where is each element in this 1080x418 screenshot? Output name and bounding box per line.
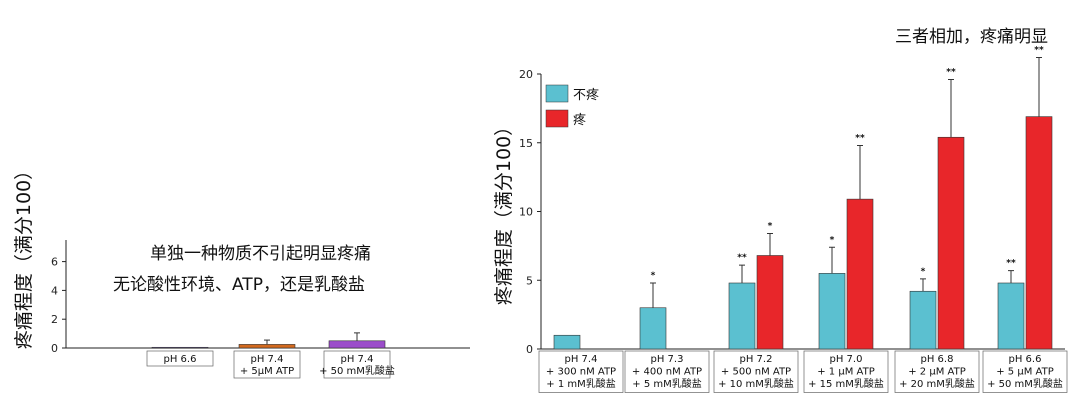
right-category-label: + 500 nM ATP xyxy=(721,367,791,378)
right-category-label: + 1 mM乳酸盐 xyxy=(546,377,615,390)
left-annotation-line-1: 单独一种物质不引起明显疼痛 xyxy=(150,244,371,264)
left-y-tick-label: 6 xyxy=(51,256,58,269)
right-category-box xyxy=(713,350,799,393)
significance-marker: * xyxy=(921,267,926,277)
right-bar-no-pain xyxy=(909,290,937,350)
left-category-label: pH 7.4 xyxy=(251,354,284,365)
left-category-box xyxy=(233,350,301,379)
left-annotation-line-2: 无论酸性环境、ATP，还是乳酸盐 xyxy=(113,275,365,295)
right-y-tick-label: 10 xyxy=(519,206,533,219)
left-y-tick-label: 0 xyxy=(51,342,58,355)
left-category-label: pH 6.6 xyxy=(164,354,197,365)
right-category-label: + 1 μM ATP xyxy=(817,367,874,378)
right-category-box xyxy=(894,350,980,393)
significance-marker: ** xyxy=(1034,46,1044,56)
left-category-box xyxy=(323,350,391,379)
right-category-label: + 2 μM ATP xyxy=(908,367,965,378)
left-chart: 疼痛程度（满分100） 单独一种物质不引起明显疼痛 无论酸性环境、ATP，还是乳… xyxy=(13,161,470,379)
right-category-label: + 20 mM乳酸盐 xyxy=(899,377,975,390)
left-y-tick-label: 2 xyxy=(51,313,58,326)
right-category-box xyxy=(624,350,710,393)
significance-marker: ** xyxy=(855,134,865,144)
significance-marker: * xyxy=(830,235,835,245)
right-bar-pain xyxy=(756,255,784,350)
right-y-axis-label: 疼痛程度（满分100） xyxy=(493,117,515,305)
right-category-label: + 50 mM乳酸盐 xyxy=(987,377,1063,390)
legend-swatch-no-pain xyxy=(545,84,569,103)
significance-marker: * xyxy=(651,271,656,281)
right-bar-no-pain xyxy=(639,307,667,350)
right-bar-no-pain xyxy=(728,282,756,350)
right-bar-no-pain xyxy=(553,334,581,350)
right-category-label: + 300 nM ATP xyxy=(546,367,616,378)
left-category-label: pH 7.4 xyxy=(341,354,374,365)
right-category-label: pH 6.6 xyxy=(1009,354,1042,365)
significance-marker: ** xyxy=(1006,259,1016,269)
right-category-label: + 5 μM ATP xyxy=(996,367,1053,378)
significance-marker: ** xyxy=(737,253,747,263)
right-chart-title: 三者相加，疼痛明显 xyxy=(895,27,1048,47)
legend-label-no-pain: 不疼 xyxy=(573,88,599,103)
right-y-tick-label: 5 xyxy=(526,274,533,287)
right-category-label: + 5 mM乳酸盐 xyxy=(632,377,701,390)
significance-marker: * xyxy=(768,222,773,232)
right-bar-no-pain xyxy=(997,282,1025,350)
right-category-box xyxy=(538,350,624,393)
right-category-label: pH 7.0 xyxy=(830,354,863,365)
left-bar xyxy=(238,344,296,349)
right-category-label: pH 7.3 xyxy=(651,354,684,365)
right-category-label: pH 7.4 xyxy=(565,354,598,365)
left-category-label: + 50 mM乳酸盐 xyxy=(319,364,395,377)
right-category-label: + 10 mM乳酸盐 xyxy=(718,377,794,390)
right-bar-pain xyxy=(846,198,874,350)
left-bar xyxy=(151,346,209,349)
right-y-tick-label: 0 xyxy=(526,343,533,356)
right-bar-pain xyxy=(937,136,965,350)
left-bar xyxy=(328,340,386,349)
right-category-box xyxy=(803,350,889,393)
legend: 不疼 疼 xyxy=(545,84,599,128)
right-category-label: + 400 nM ATP xyxy=(632,367,702,378)
legend-swatch-pain xyxy=(545,109,569,128)
legend-label-pain: 疼 xyxy=(573,113,586,128)
right-y-tick-label: 20 xyxy=(519,68,533,81)
right-category-box xyxy=(982,350,1068,393)
right-category-label: pH 6.8 xyxy=(921,354,954,365)
right-y-tick-label: 15 xyxy=(519,137,533,150)
left-y-tick-label: 4 xyxy=(51,284,58,297)
right-bar-pain xyxy=(1025,116,1053,350)
right-category-label: + 15 mM乳酸盐 xyxy=(808,377,884,390)
left-category-label: + 5μM ATP xyxy=(240,366,294,377)
significance-marker: ** xyxy=(946,68,956,78)
left-y-axis-label: 疼痛程度（满分100） xyxy=(13,161,35,349)
right-category-label: pH 7.2 xyxy=(740,354,773,365)
left-category-box xyxy=(146,350,214,367)
right-bar-no-pain xyxy=(818,273,846,350)
